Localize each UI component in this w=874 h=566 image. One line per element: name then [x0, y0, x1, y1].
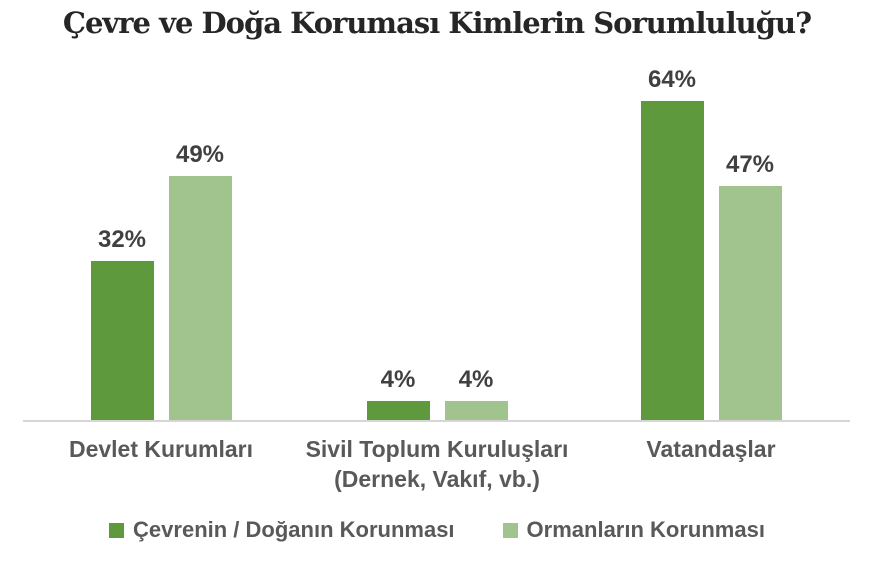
category-label-devlet-kurumlari: Devlet Kurumları	[1, 434, 321, 464]
bar-series1-vatandaslar	[640, 101, 704, 421]
bar-group-sivil-toplum: 4% 4%	[366, 366, 508, 421]
category-label-line2: (Dernek, Vakıf, vb.)	[334, 466, 540, 492]
bar-column: 64%	[640, 66, 704, 421]
category-label-line1: Sivil Toplum Kuruluşları	[305, 436, 569, 462]
legend-item-series2: Ormanların Korunması	[502, 517, 765, 543]
bar-series2-sivil-toplum	[444, 401, 508, 421]
bar-series2-vatandaslar	[718, 186, 782, 421]
legend-swatch-series1	[109, 522, 125, 538]
bar-series2-devlet-kurumlari	[168, 176, 232, 421]
bar-column: 47%	[718, 151, 782, 421]
category-label-line1: Devlet Kurumları	[68, 436, 254, 462]
bar-column: 32%	[90, 226, 154, 421]
bar-column: 4%	[366, 366, 430, 421]
bar-column: 4%	[444, 366, 508, 421]
legend-label-series2: Ormanların Korunması	[526, 517, 765, 542]
x-axis-line	[23, 420, 850, 422]
category-label-line1: Vatandaşlar	[646, 436, 776, 462]
data-label: 4%	[458, 366, 494, 393]
legend-label-series1: Çevrenin / Doğanın Korunması	[133, 517, 455, 542]
bar-group-devlet-kurumlari: 32% 49%	[90, 141, 232, 421]
data-label: 64%	[647, 66, 697, 93]
data-label: 32%	[97, 226, 147, 253]
bar-series1-sivil-toplum	[366, 401, 430, 421]
category-label-vatandaslar: Vatandaşlar	[551, 434, 871, 464]
data-label: 4%	[380, 366, 416, 393]
legend-item-series1: Çevrenin / Doğanın Korunması	[109, 517, 455, 543]
legend-swatch-series2	[502, 522, 518, 538]
bar-column: 49%	[168, 141, 232, 421]
category-label-sivil-toplum: Sivil Toplum Kuruluşları (Dernek, Vakıf,…	[277, 434, 597, 494]
data-label: 49%	[175, 141, 225, 168]
bar-series1-devlet-kurumlari	[90, 261, 154, 421]
data-label: 47%	[725, 151, 775, 178]
chart-legend: Çevrenin / Doğanın Korunması Ormanların …	[0, 517, 874, 543]
chart-title: Çevre ve Doğa Koruması Kimlerin Sorumlul…	[62, 6, 812, 40]
bar-group-vatandaslar: 64% 47%	[640, 66, 782, 421]
